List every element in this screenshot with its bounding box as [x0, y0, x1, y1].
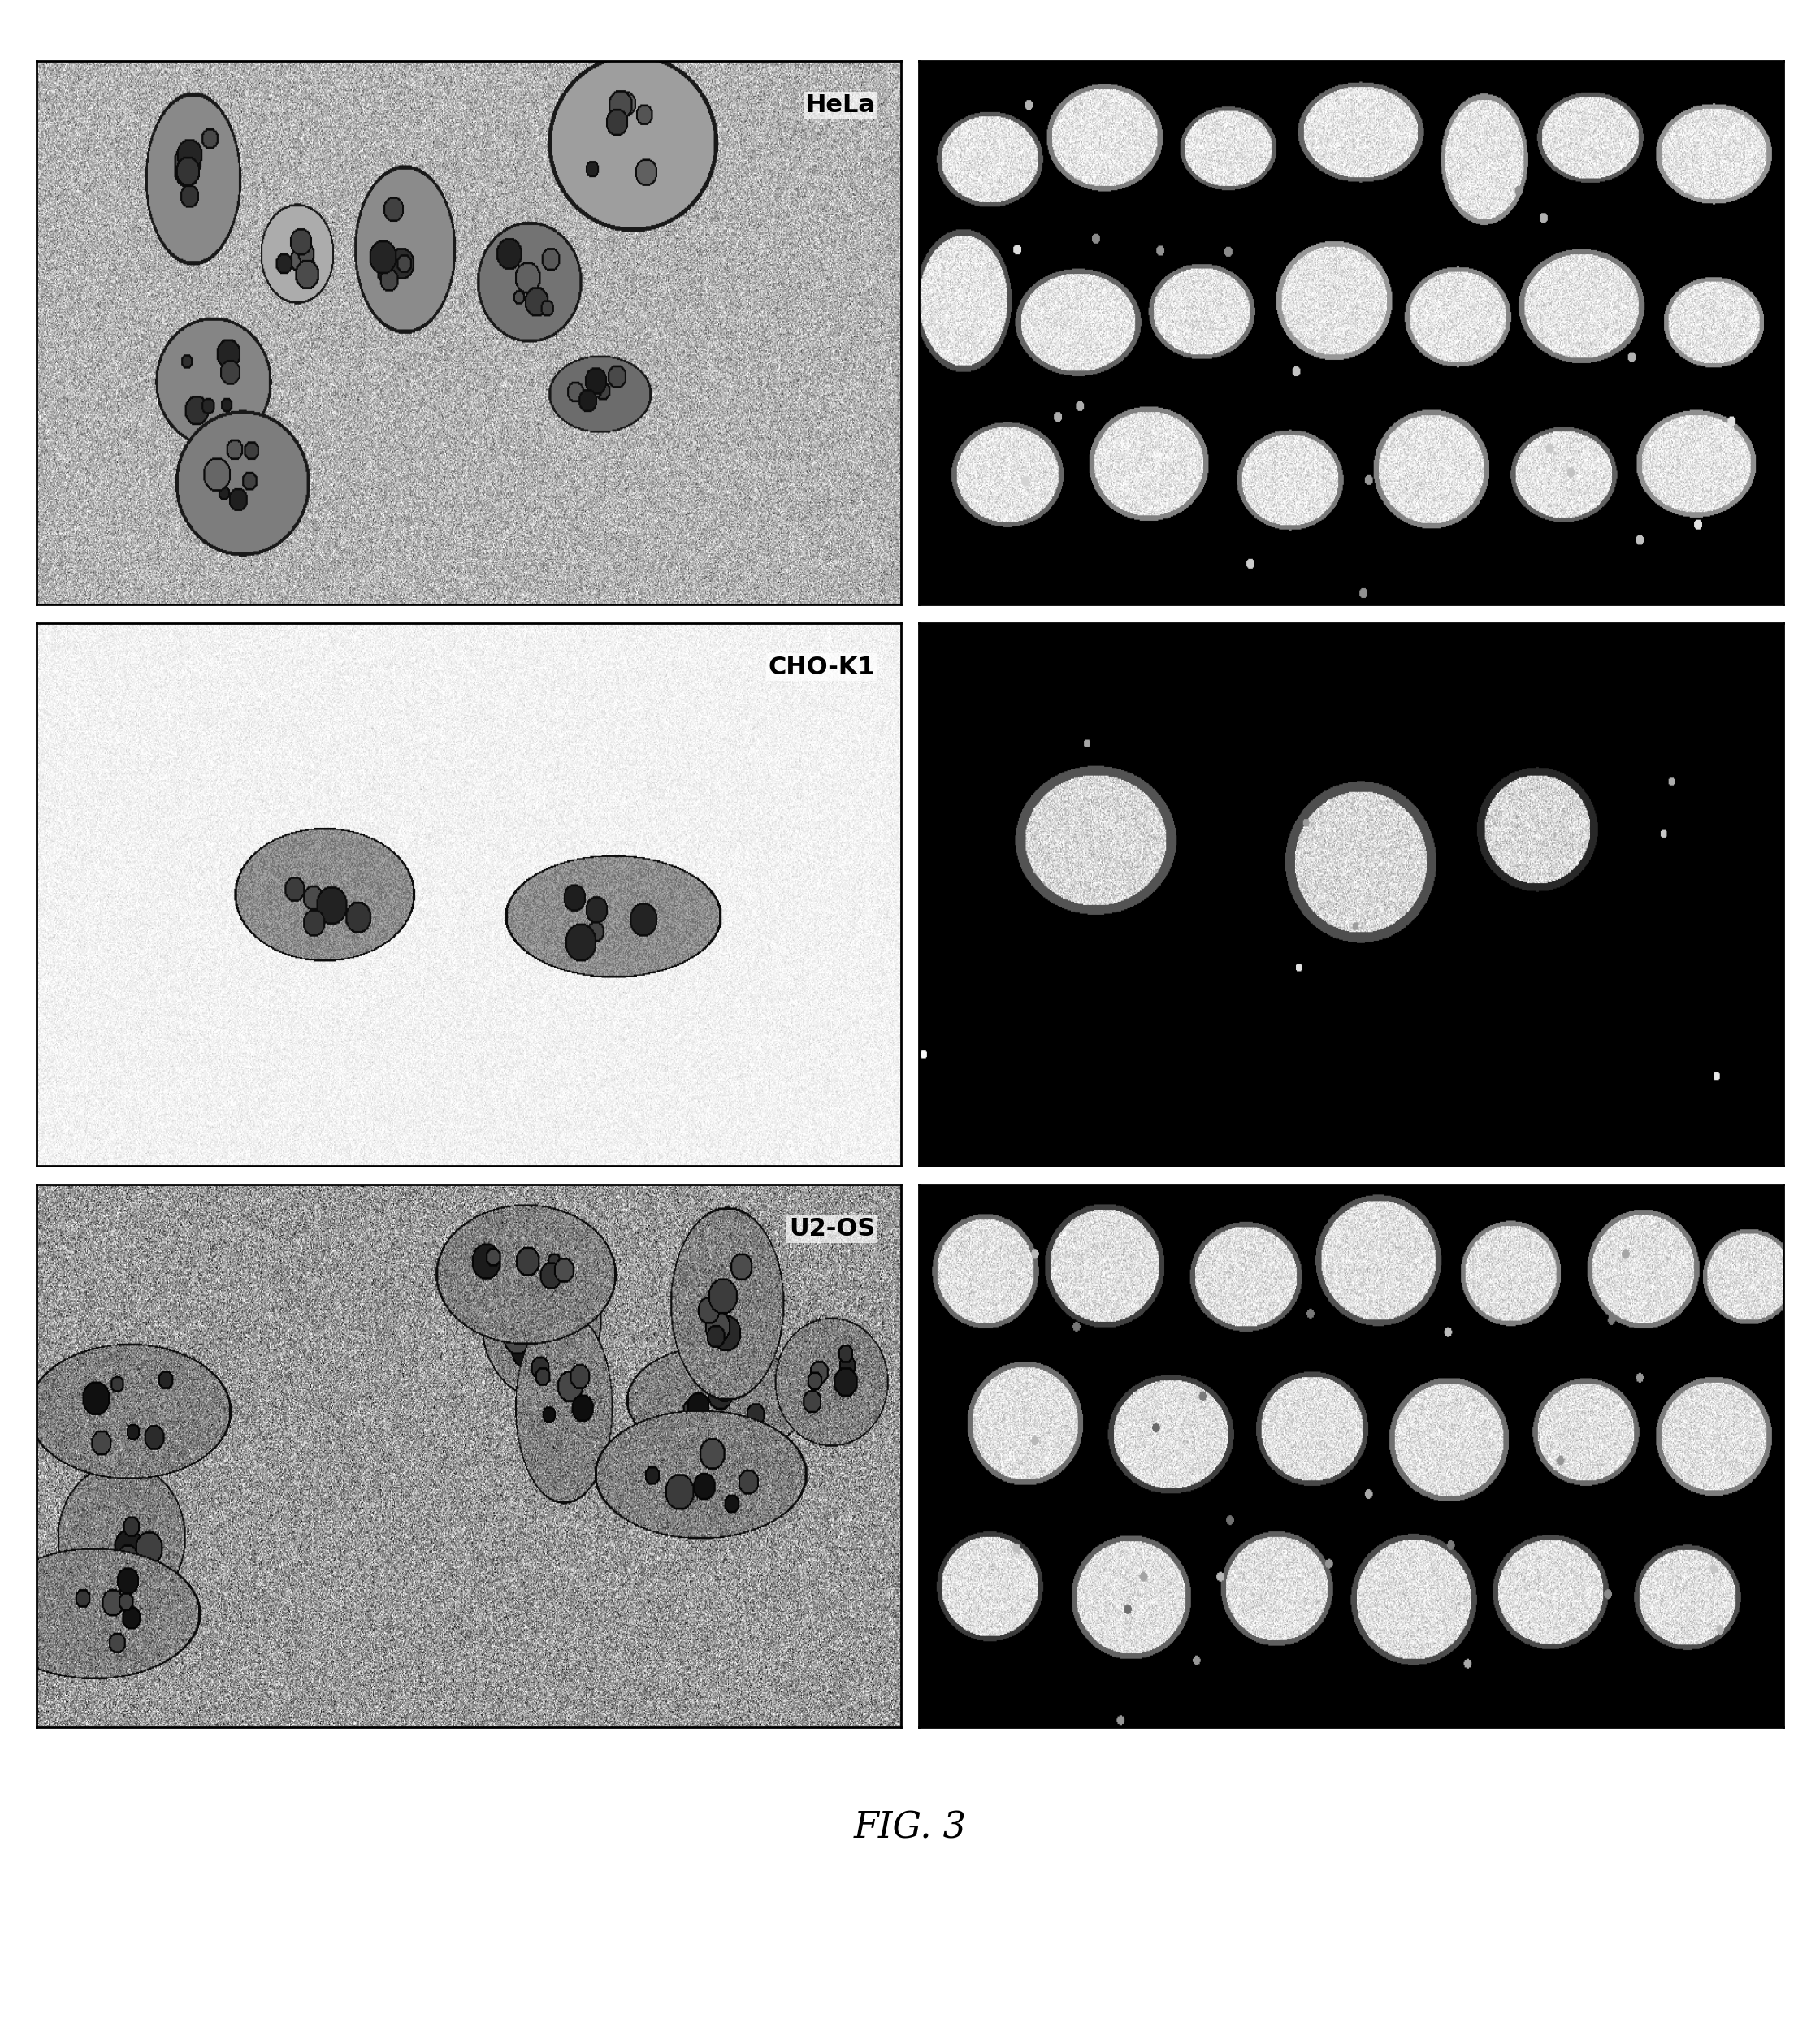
Text: FIG. 3: FIG. 3: [854, 1809, 966, 1844]
Text: HeLa: HeLa: [806, 94, 875, 118]
Text: U2-OS: U2-OS: [790, 1218, 875, 1240]
Text: CHO-K1: CHO-K1: [768, 655, 875, 679]
